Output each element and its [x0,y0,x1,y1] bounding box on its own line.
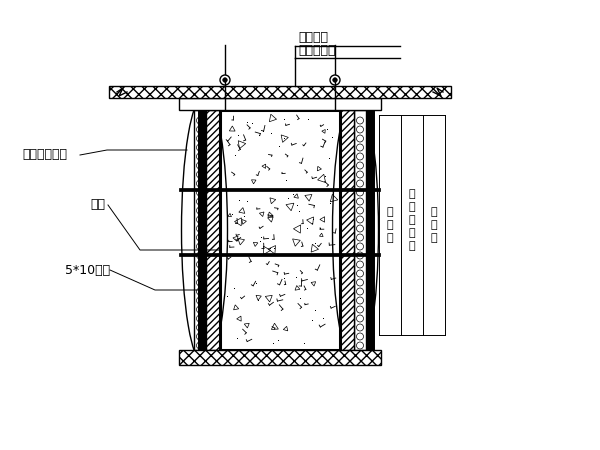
Bar [194,110,206,350]
Bar [179,98,381,110]
Text: 塑
料
泡
沫
板: 塑 料 泡 沫 板 [409,189,415,252]
Text: 拉杆: 拉杆 [90,198,105,211]
Bar [198,110,206,350]
Circle shape [220,75,230,85]
Bar [366,110,374,350]
Bar [220,110,340,350]
Bar [179,350,381,365]
Ellipse shape [332,95,379,365]
Bar [206,110,220,350]
Bar [109,86,451,98]
Ellipse shape [182,95,227,365]
Bar [340,110,354,350]
Circle shape [330,75,340,85]
Text: 白
铁
皮: 白 铁 皮 [431,207,437,243]
Text: 5*10方木: 5*10方木 [65,264,110,276]
Text: 竹
胶
板: 竹 胶 板 [386,207,394,243]
Circle shape [223,78,227,82]
Bar [354,110,366,350]
Circle shape [333,78,337,82]
Text: 铁丝绑扎牢固: 铁丝绑扎牢固 [22,148,67,162]
Text: 一层塑料布: 一层塑料布 [298,44,335,57]
Text: 一层棉被: 一层棉被 [298,31,328,44]
